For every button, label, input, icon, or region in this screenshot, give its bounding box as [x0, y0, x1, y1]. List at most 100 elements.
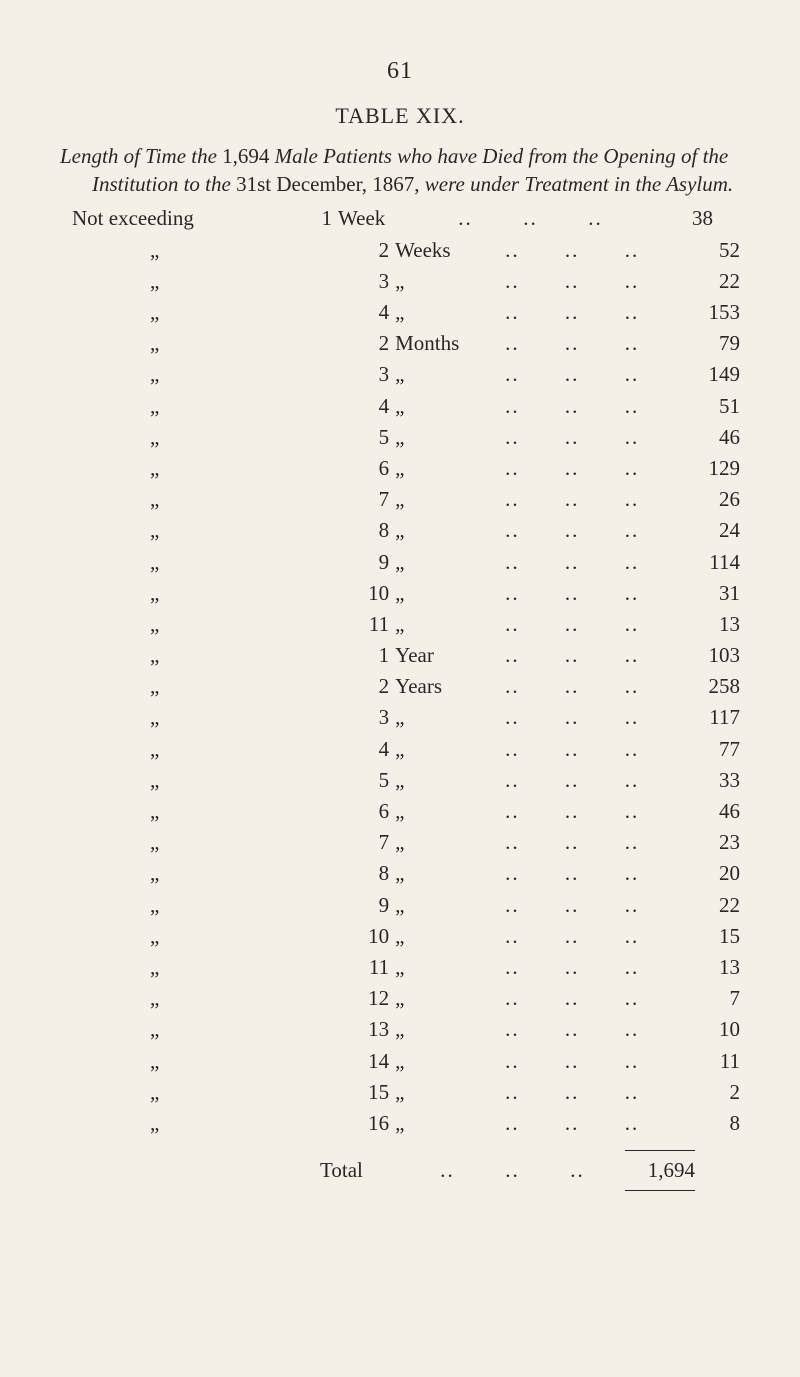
dots: ..: [602, 895, 662, 916]
row-value: 23: [662, 832, 740, 853]
table-row: „3„......22: [60, 271, 740, 302]
ditto-mark: „: [60, 364, 343, 385]
row-count: 3: [343, 707, 395, 728]
dots: ..: [542, 863, 602, 884]
row-count: 8: [343, 863, 395, 884]
row-unit: „: [395, 489, 482, 510]
data-rows: Not exceeding1Week......38„2Weeks......5…: [60, 208, 740, 1144]
row-unit: „: [395, 1082, 482, 1103]
dots: ..: [483, 645, 543, 666]
row-unit: Years: [395, 676, 482, 697]
ditto-mark: „: [60, 676, 343, 697]
dots: ..: [542, 832, 602, 853]
row-count: 4: [343, 739, 395, 760]
row-count: 9: [343, 552, 395, 573]
row-unit: „: [395, 271, 482, 292]
row-count: 4: [343, 396, 395, 417]
row-value: 46: [662, 427, 740, 448]
row-unit: „: [395, 926, 482, 947]
dots: ..: [545, 1158, 610, 1183]
dots: ..: [483, 364, 543, 385]
dots: ..: [483, 427, 543, 448]
ditto-mark: „: [60, 614, 343, 635]
row-value: 51: [662, 396, 740, 417]
table-row: „6„......46: [60, 801, 740, 832]
ditto-mark: „: [60, 427, 343, 448]
dots: ..: [602, 271, 662, 292]
row-count: 16: [343, 1113, 395, 1134]
table-row: „8„......24: [60, 520, 740, 551]
row-value: 38: [628, 208, 713, 229]
ditto-mark: „: [60, 707, 343, 728]
row-value: 2: [662, 1082, 740, 1103]
table-row: „14„......11: [60, 1051, 740, 1082]
dots: ..: [602, 427, 662, 448]
dots: ..: [483, 770, 543, 791]
dots: ..: [542, 957, 602, 978]
row-unit: „: [395, 614, 482, 635]
row-count: 15: [343, 1082, 395, 1103]
row-unit: „: [395, 583, 482, 604]
row-count: 3: [343, 271, 395, 292]
row-value: 77: [662, 739, 740, 760]
ditto-mark: „: [60, 1113, 343, 1134]
row-value: 117: [662, 707, 740, 728]
row-value: 24: [662, 520, 740, 541]
row-value: 52: [662, 240, 740, 261]
table-row: „4„......77: [60, 739, 740, 770]
row-count: 5: [343, 427, 395, 448]
row-unit: „: [395, 739, 482, 760]
dots: ..: [542, 240, 602, 261]
row-unit: „: [395, 770, 482, 791]
dots: ..: [483, 895, 543, 916]
row-value: 129: [662, 458, 740, 479]
preamble-phrase-3: were under Treatment in the Asylum.: [420, 172, 734, 196]
dots: ..: [602, 489, 662, 510]
ditto-mark: „: [60, 458, 343, 479]
row-count: 7: [343, 832, 395, 853]
row-unit: „: [395, 427, 482, 448]
dots: ..: [602, 614, 662, 635]
dots: ..: [542, 364, 602, 385]
row-unit: Year: [395, 645, 482, 666]
dots: ..: [542, 1113, 602, 1134]
dots: ..: [483, 832, 543, 853]
table-row: „2Weeks......52: [60, 240, 740, 271]
dots: ..: [542, 707, 602, 728]
dots: ..: [542, 1082, 602, 1103]
ditto-mark: „: [60, 832, 343, 853]
dots: ..: [483, 1019, 543, 1040]
row-count: 11: [343, 957, 395, 978]
ditto-mark: „: [60, 520, 343, 541]
table-row: „3„......117: [60, 707, 740, 738]
ditto-mark: „: [60, 988, 343, 1009]
dots: ..: [483, 614, 543, 635]
dots: ..: [415, 1158, 480, 1183]
ditto-mark: „: [60, 645, 343, 666]
dots: ..: [602, 926, 662, 947]
preamble-date: 31st December,: [236, 172, 367, 196]
table-row: „7„......26: [60, 489, 740, 520]
dots: ..: [542, 271, 602, 292]
dots: ..: [542, 801, 602, 822]
preamble: Length of Time the 1,694 Male Patients w…: [60, 143, 740, 198]
ditto-mark: „: [60, 770, 343, 791]
row-count: 6: [343, 458, 395, 479]
table-title: TABLE XIX.: [60, 103, 740, 129]
row-count: 10: [343, 926, 395, 947]
row-unit: „: [395, 988, 482, 1009]
row-lead-label: Not exceeding: [60, 208, 282, 229]
dots: ..: [542, 1051, 602, 1072]
row-count: 6: [343, 801, 395, 822]
row-value: 13: [662, 957, 740, 978]
dots: ..: [542, 895, 602, 916]
table-row: „5„......33: [60, 770, 740, 801]
row-unit: „: [395, 302, 482, 323]
dots: ..: [483, 552, 543, 573]
table-row: „11„......13: [60, 614, 740, 645]
ditto-mark: „: [60, 396, 343, 417]
ditto-mark: „: [60, 552, 343, 573]
row-value: 26: [662, 489, 740, 510]
table-row: „12„......7: [60, 988, 740, 1019]
table-row: „1Year......103: [60, 645, 740, 676]
